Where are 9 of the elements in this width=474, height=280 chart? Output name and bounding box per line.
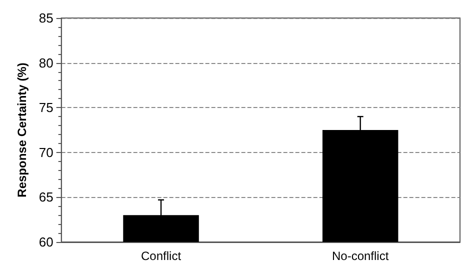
y-axis-title: Response Certainty (%): [15, 62, 29, 198]
y-tick-label: 65: [38, 190, 54, 205]
y-tick-label: 85: [38, 10, 54, 26]
y-tick-label: 80: [38, 55, 54, 70]
y-tick-label: 60: [38, 234, 54, 250]
y-tick-label: 75: [38, 100, 54, 116]
x-tick-label: No-conflict: [332, 249, 390, 263]
x-tick-label: Conflict: [141, 249, 182, 263]
y-tick-label: 70: [38, 144, 54, 160]
